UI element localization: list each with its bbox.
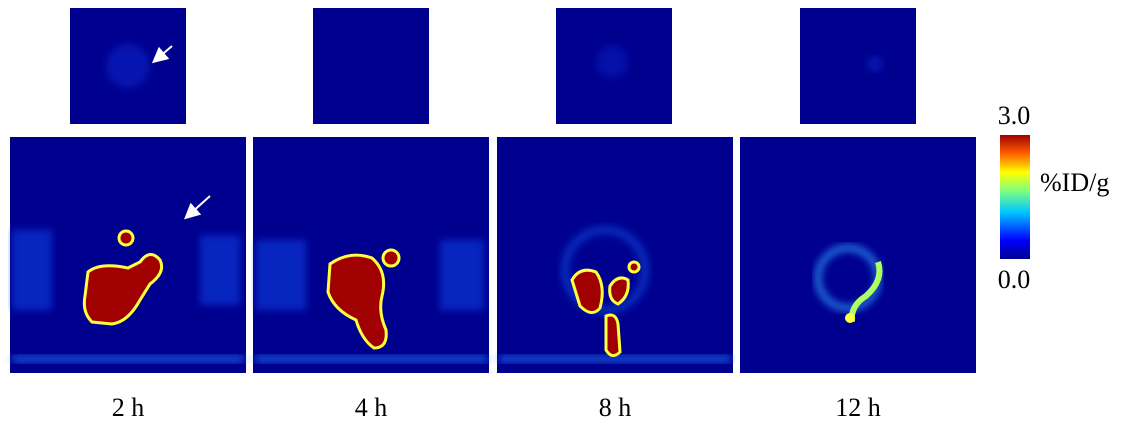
- thumb-image: [800, 8, 916, 124]
- colorbar: [1000, 135, 1030, 259]
- image-panel: [740, 137, 976, 373]
- image-panel: [10, 137, 246, 373]
- time-label: 2 h: [112, 393, 145, 422]
- thumb-signal: [106, 44, 150, 88]
- colorbar-min: 0.0: [998, 265, 1031, 294]
- image-panel: [253, 137, 489, 373]
- thumb-signal: [596, 46, 628, 78]
- time-label: 12 h: [835, 393, 881, 422]
- colorbar-max: 3.0: [998, 101, 1031, 130]
- figure: 3.0 0.0 %ID/g 2 h 4 h 8 h 12 h: [0, 0, 1138, 423]
- time-label: 8 h: [599, 393, 632, 422]
- image-panel: [497, 137, 733, 373]
- time-label: 4 h: [355, 393, 388, 422]
- thumb-image: [313, 8, 429, 124]
- colorbar-unit: %ID/g: [1040, 168, 1109, 197]
- thumb-signal: [867, 56, 883, 72]
